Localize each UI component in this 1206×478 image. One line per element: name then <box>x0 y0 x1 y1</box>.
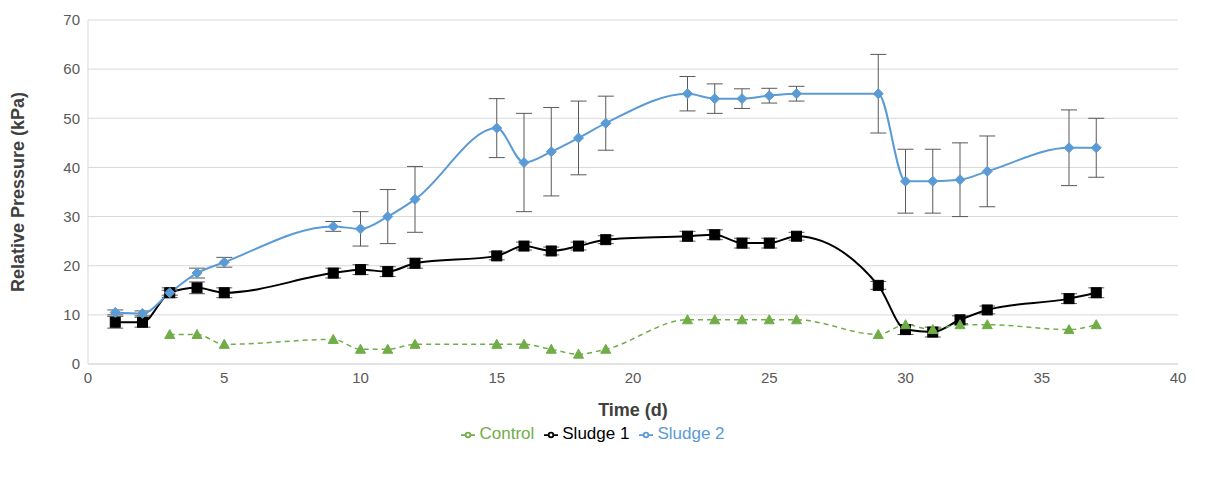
html-text:Sludge 2: Sludge 2 <box>657 424 725 443</box>
svg-text:0: 0 <box>84 369 92 386</box>
svg-text:40: 40 <box>63 159 80 176</box>
svg-text:5: 5 <box>220 369 228 386</box>
svg-text:Relative Pressure (kPa): Relative Pressure (kPa) <box>8 92 28 292</box>
svg-text:15: 15 <box>488 369 505 386</box>
svg-text:20: 20 <box>625 369 642 386</box>
svg-text:0: 0 <box>72 355 80 372</box>
svg-text:Time (d): Time (d) <box>598 400 668 420</box>
svg-text:30: 30 <box>63 208 80 225</box>
html-text:Sludge 1: Sludge 1 <box>562 424 630 443</box>
svg-text:10: 10 <box>352 369 369 386</box>
svg-text:70: 70 <box>63 11 80 28</box>
svg-text:20: 20 <box>63 257 80 274</box>
html-text:Control: Control <box>479 424 535 443</box>
svg-text:60: 60 <box>63 60 80 77</box>
svg-text:25: 25 <box>761 369 778 386</box>
svg-text:40: 40 <box>1170 369 1187 386</box>
svg-text:30: 30 <box>897 369 914 386</box>
svg-text:35: 35 <box>1033 369 1050 386</box>
svg-text:50: 50 <box>63 110 80 127</box>
svg-text:10: 10 <box>63 306 80 323</box>
